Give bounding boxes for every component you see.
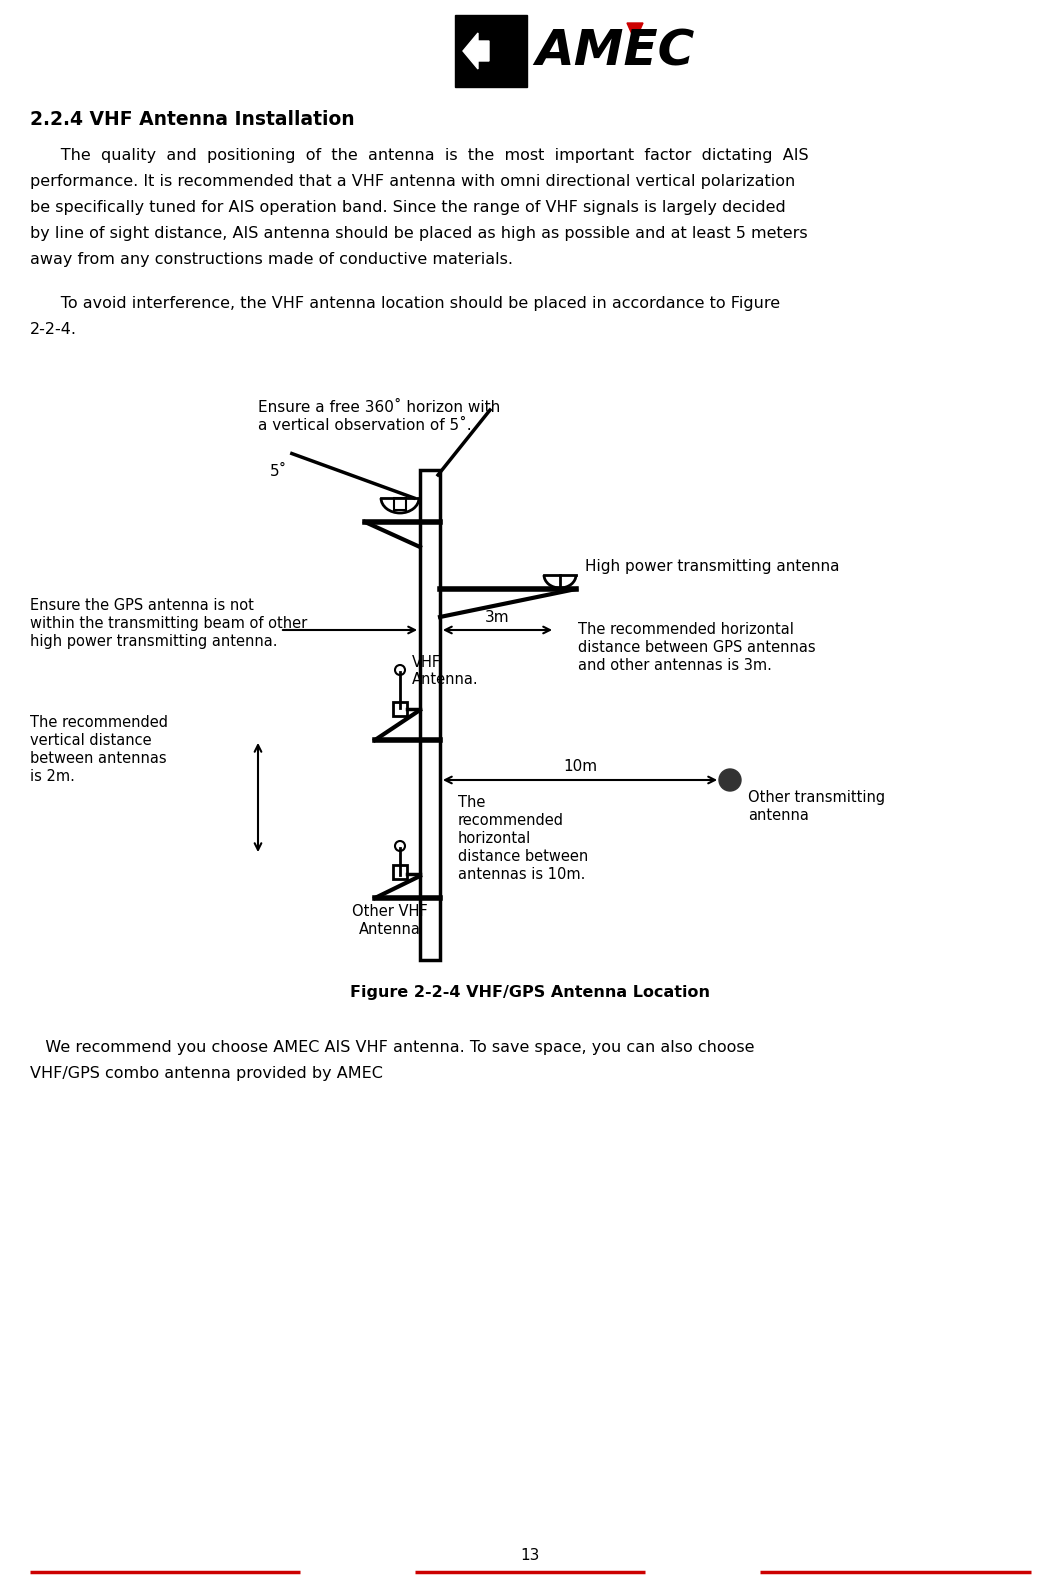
Bar bbox=[393, 702, 407, 717]
Text: is 2m.: is 2m. bbox=[30, 769, 75, 783]
Text: antenna: antenna bbox=[748, 807, 808, 823]
Bar bbox=[393, 864, 407, 879]
Text: 2.2.4 VHF Antenna Installation: 2.2.4 VHF Antenna Installation bbox=[30, 110, 354, 129]
Text: Antenna: Antenna bbox=[359, 922, 421, 938]
Circle shape bbox=[719, 769, 741, 791]
Text: performance. It is recommended that a VHF antenna with omni directional vertical: performance. It is recommended that a VH… bbox=[30, 175, 796, 189]
Polygon shape bbox=[627, 22, 643, 41]
Text: between antennas: between antennas bbox=[30, 752, 167, 766]
Text: antennas is 10m.: antennas is 10m. bbox=[458, 868, 586, 882]
Text: The recommended horizontal: The recommended horizontal bbox=[578, 621, 794, 637]
Text: Ensure a free 360˚ horizon with: Ensure a free 360˚ horizon with bbox=[258, 400, 500, 415]
Text: VHF/GPS combo antenna provided by AMEC: VHF/GPS combo antenna provided by AMEC bbox=[30, 1066, 383, 1081]
Circle shape bbox=[395, 841, 405, 852]
Text: away from any constructions made of conductive materials.: away from any constructions made of cond… bbox=[30, 253, 514, 267]
Bar bbox=[420, 470, 440, 960]
Text: Other VHF: Other VHF bbox=[352, 904, 428, 918]
Text: and other antennas is 3m.: and other antennas is 3m. bbox=[578, 658, 771, 674]
Text: 5˚: 5˚ bbox=[269, 464, 286, 478]
Text: Figure 2-2-4 VHF/GPS Antenna Location: Figure 2-2-4 VHF/GPS Antenna Location bbox=[350, 985, 710, 999]
Text: 2-2-4.: 2-2-4. bbox=[30, 323, 77, 337]
Text: Antenna.: Antenna. bbox=[412, 672, 479, 686]
Bar bbox=[394, 497, 406, 510]
Text: AMEC: AMEC bbox=[535, 27, 694, 75]
Text: 10m: 10m bbox=[563, 760, 597, 774]
Text: recommended: recommended bbox=[458, 814, 564, 828]
Polygon shape bbox=[463, 33, 489, 68]
Circle shape bbox=[395, 666, 405, 675]
Text: Other transmitting: Other transmitting bbox=[748, 790, 885, 806]
Text: The recommended: The recommended bbox=[30, 715, 168, 729]
Text: a vertical observation of 5˚.: a vertical observation of 5˚. bbox=[258, 418, 472, 432]
Text: by line of sight distance, AIS antenna should be placed as high as possible and : by line of sight distance, AIS antenna s… bbox=[30, 226, 807, 242]
Text: To avoid interference, the VHF antenna location should be placed in accordance t: To avoid interference, the VHF antenna l… bbox=[30, 296, 780, 311]
Text: The  quality  and  positioning  of  the  antenna  is  the  most  important  fact: The quality and positioning of the anten… bbox=[30, 148, 808, 164]
Text: within the transmitting beam of other: within the transmitting beam of other bbox=[30, 617, 308, 631]
Text: 3m: 3m bbox=[485, 610, 510, 624]
Text: We recommend you choose AMEC AIS VHF antenna. To save space, you can also choose: We recommend you choose AMEC AIS VHF ant… bbox=[30, 1039, 754, 1055]
Text: distance between: distance between bbox=[458, 849, 588, 864]
Text: high power transmitting antenna.: high power transmitting antenna. bbox=[30, 634, 278, 648]
Bar bbox=[455, 14, 527, 87]
Text: Ensure the GPS antenna is not: Ensure the GPS antenna is not bbox=[30, 597, 254, 613]
Text: be specifically tuned for AIS operation band. Since the range of VHF signals is : be specifically tuned for AIS operation … bbox=[30, 200, 786, 215]
Text: VHF: VHF bbox=[412, 655, 441, 671]
Text: horizontal: horizontal bbox=[458, 831, 532, 845]
Text: The: The bbox=[458, 794, 485, 810]
Text: vertical distance: vertical distance bbox=[30, 733, 152, 748]
Text: 13: 13 bbox=[520, 1548, 540, 1564]
Text: distance between GPS antennas: distance between GPS antennas bbox=[578, 640, 816, 655]
Text: High power transmitting antenna: High power transmitting antenna bbox=[585, 559, 839, 575]
